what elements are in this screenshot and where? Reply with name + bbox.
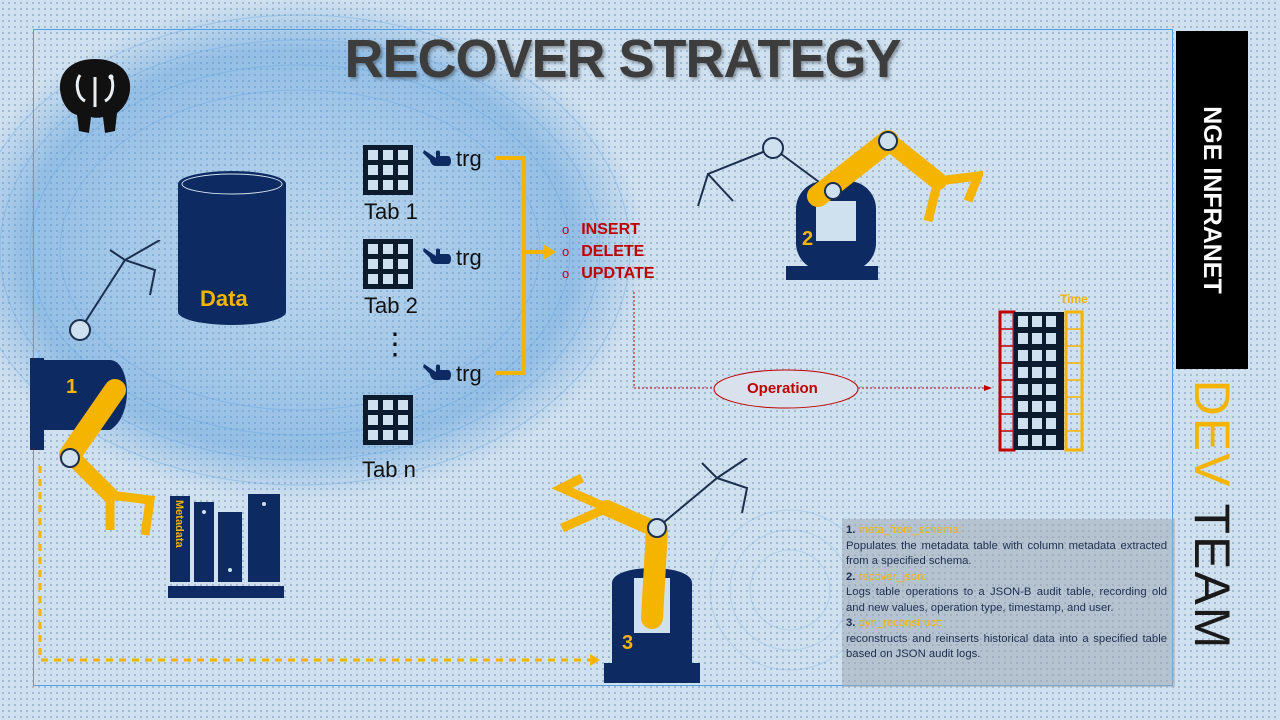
function-description: reconstructs and reinserts historical da… <box>846 632 1167 661</box>
robot-arm-3-icon <box>552 458 749 683</box>
function-name: recover_json <box>858 570 924 583</box>
data-cylinder-icon <box>178 171 286 325</box>
brand-name: NGE INFRANET <box>1198 106 1226 294</box>
operation-item: o DELETE <box>562 243 645 260</box>
pointing-hand-icon <box>423 150 451 166</box>
function-name: meta_from_schema <box>858 524 959 536</box>
trigger-label: trg <box>456 361 482 386</box>
operation-node-label: Operation <box>747 380 818 397</box>
pointing-hand-icon <box>423 364 451 380</box>
table-label: Tab n <box>362 457 416 482</box>
function-number: 1. <box>846 524 856 536</box>
postgresql-elephant-icon <box>59 59 131 133</box>
function-description: Populates the metadata table with column… <box>846 539 1167 568</box>
robot-arm-1-icon <box>30 240 161 536</box>
robot-number: 3 <box>622 632 634 654</box>
robot-number: 1 <box>66 376 78 398</box>
audit-table-icon <box>998 310 1084 452</box>
table-grid-icon <box>363 239 413 289</box>
trigger-label: trg <box>456 245 482 270</box>
function-number: 2. <box>846 570 856 583</box>
time-label: Time <box>1060 292 1088 306</box>
page-title: RECOVER STRATEGY <box>344 29 901 89</box>
table-label: Tab 1 <box>364 199 418 224</box>
table-grid-icon <box>363 145 413 195</box>
robot-number: 2 <box>802 228 814 250</box>
table-grid-icon <box>363 395 413 445</box>
content-frame <box>33 29 1173 686</box>
trigger-label: trg <box>456 146 482 171</box>
operation-node-shape <box>713 369 859 409</box>
metadata-label: Metadata <box>173 500 185 548</box>
function-description: Logs table operations to a JSON-B audit … <box>846 586 1167 614</box>
function-number: 3. <box>846 617 856 629</box>
ellipsis: ⋮ <box>380 328 410 361</box>
operation-item: o UPDTATE <box>562 265 655 282</box>
robot-arm-2-icon <box>697 130 983 280</box>
table-label: Tab 2 <box>364 293 418 318</box>
data-label: Data <box>200 286 248 311</box>
pointing-hand-icon <box>423 248 451 264</box>
team-label: DEV TEAM <box>1184 379 1240 651</box>
metadata-books-icon <box>168 494 284 598</box>
operation-item: o INSERT <box>562 221 640 238</box>
function-description-box: 1. meta_from_schema: Populates the metad… <box>842 519 1175 687</box>
operation-list: o INSERT o DELETE o UPDTATE <box>562 219 654 285</box>
function-name: dyn_reconstruct <box>858 617 939 629</box>
brand-panel <box>1176 31 1248 369</box>
